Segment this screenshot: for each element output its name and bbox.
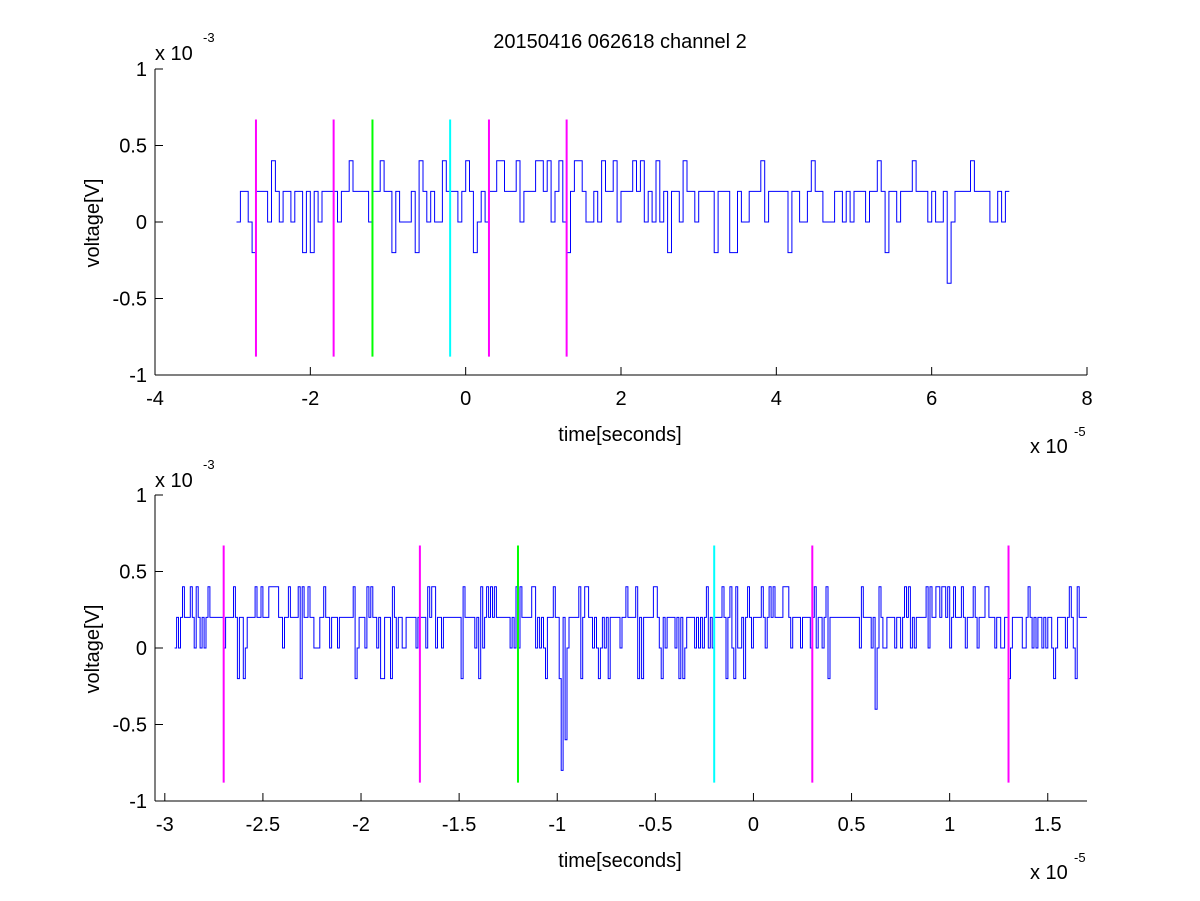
x-tick-label: 4 bbox=[771, 388, 782, 410]
x-tick-label: 0 bbox=[748, 814, 759, 836]
figure-title: 20150416 062618 channel 2 bbox=[493, 31, 747, 53]
x-tick-label: 2 bbox=[615, 388, 626, 410]
x-axis-label: time[seconds] bbox=[558, 850, 681, 872]
y-axis-label: voltage[V] bbox=[82, 179, 104, 268]
y-exponent-superscript: -3 bbox=[203, 457, 215, 472]
y-exponent-label: x 10 bbox=[155, 43, 193, 65]
x-tick-label: -1.5 bbox=[442, 814, 476, 836]
x-exponent-label: x 10 bbox=[1030, 862, 1068, 884]
x-tick-label: -2 bbox=[301, 388, 319, 410]
y-tick-label: 0.5 bbox=[119, 562, 147, 584]
y-axis-label: voltage[V] bbox=[82, 605, 104, 694]
x-axis-label: time[seconds] bbox=[558, 424, 681, 446]
y-tick-label: 0.5 bbox=[119, 136, 147, 158]
y-tick-label: -0.5 bbox=[113, 289, 147, 311]
voltage-signal-trace bbox=[174, 586, 1087, 771]
x-exponent-label: x 10 bbox=[1030, 436, 1068, 458]
x-tick-label: -4 bbox=[146, 388, 164, 410]
x-tick-label: 8 bbox=[1081, 388, 1092, 410]
x-tick-label: 1 bbox=[944, 814, 955, 836]
x-exponent-superscript: -5 bbox=[1074, 424, 1086, 439]
y-tick-label: 0 bbox=[136, 212, 147, 234]
y-tick-label: 1 bbox=[136, 59, 147, 81]
x-tick-label: 6 bbox=[926, 388, 937, 410]
y-tick-label: 0 bbox=[136, 638, 147, 660]
bottom-subplot: x 10 -3 time[seconds] voltage[V] x 10 -5… bbox=[82, 457, 1087, 884]
y-tick-label: -1 bbox=[129, 365, 147, 387]
x-tick-label: 0 bbox=[460, 388, 471, 410]
x-exponent-superscript: -5 bbox=[1074, 850, 1086, 865]
x-tick-label: 1.5 bbox=[1034, 814, 1062, 836]
voltage-signal-trace bbox=[236, 160, 1010, 284]
y-exponent-label: x 10 bbox=[155, 470, 193, 492]
y-tick-label: -0.5 bbox=[113, 715, 147, 737]
x-tick-label: -3 bbox=[156, 814, 174, 836]
y-tick-label: -1 bbox=[129, 791, 147, 813]
x-tick-label: -2.5 bbox=[246, 814, 280, 836]
y-tick-label: 1 bbox=[136, 485, 147, 507]
x-tick-label: 0.5 bbox=[838, 814, 866, 836]
x-tick-label: -2 bbox=[352, 814, 370, 836]
x-tick-label: -1 bbox=[548, 814, 566, 836]
y-exponent-superscript: -3 bbox=[203, 30, 215, 45]
top-subplot: x 10 -3 time[seconds] voltage[V] x 10 -5… bbox=[82, 30, 1093, 458]
x-tick-label: -0.5 bbox=[638, 814, 672, 836]
